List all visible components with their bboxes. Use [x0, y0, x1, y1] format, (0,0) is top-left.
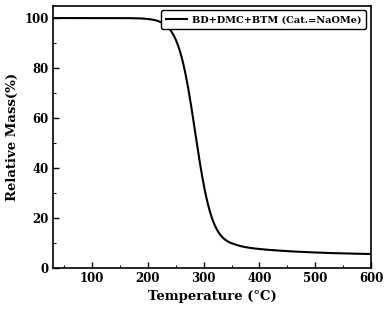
Legend: BD+DMC+BTM (Cat.=NaOMe): BD+DMC+BTM (Cat.=NaOMe): [161, 11, 366, 29]
X-axis label: Temperature (°C): Temperature (°C): [147, 290, 276, 303]
Y-axis label: Relative Mass(%): Relative Mass(%): [5, 73, 19, 201]
